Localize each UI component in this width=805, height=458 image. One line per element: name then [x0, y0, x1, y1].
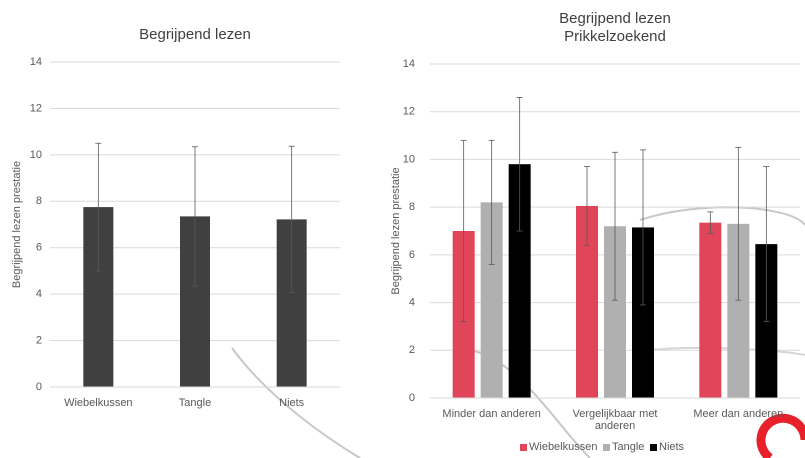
- legend-label: Niets: [659, 441, 685, 453]
- chart-title: Begrijpend lezen: [559, 10, 671, 27]
- legend-item: Wiebelkussen: [520, 441, 597, 453]
- legend-swatch: [603, 443, 610, 451]
- y-tick-label: 10: [30, 149, 42, 161]
- y-axis-label: Begrijpend lezen prestatie: [390, 167, 402, 294]
- y-tick-label: 8: [409, 201, 415, 213]
- x-tick-label: Niets: [279, 397, 305, 409]
- bar: [576, 205, 598, 398]
- y-axis-label: Begrijpend lezen prestatie: [11, 161, 23, 288]
- bar: [508, 164, 531, 398]
- y-tick-label: 14: [30, 56, 42, 68]
- y-tick-label: 4: [409, 296, 415, 308]
- chart-title: Begrijpend lezen: [139, 26, 251, 43]
- bar: [727, 223, 750, 398]
- y-tick-label: 12: [30, 102, 42, 114]
- y-tick-label: 2: [409, 344, 415, 356]
- y-tick-label: 12: [403, 106, 415, 118]
- y-tick-label: 0: [409, 392, 415, 404]
- legend-label: Tangle: [612, 441, 645, 453]
- chart-subtitle: Prikkelzoekend: [564, 28, 666, 45]
- y-tick-label: 0: [36, 381, 42, 393]
- x-tick-label: Meer dan anderen: [693, 408, 784, 420]
- logo: [756, 413, 805, 458]
- bar: [604, 226, 626, 398]
- legend-label: Wiebelkussen: [529, 441, 598, 453]
- x-tick-label: Wiebelkussen: [64, 397, 133, 409]
- decoration: [639, 206, 805, 226]
- x-tick-label: Tangle: [178, 397, 212, 409]
- y-tick-label: 14: [403, 58, 415, 70]
- y-tick-label: 6: [36, 242, 42, 254]
- decoration: [231, 347, 361, 458]
- y-tick-label: 10: [403, 153, 415, 165]
- bar: [699, 222, 722, 398]
- x-tick-label: Vergelijkbaar met anderen: [572, 408, 658, 432]
- bar: [632, 227, 654, 398]
- legend-swatch: [650, 443, 657, 451]
- y-tick-label: 8: [36, 195, 42, 207]
- y-tick-label: 6: [409, 249, 415, 261]
- y-tick-label: 2: [36, 334, 42, 346]
- legend-item: Niets: [650, 441, 684, 453]
- legend-item: Tangle: [603, 441, 644, 453]
- x-tick-label: Minder dan anderen: [442, 408, 541, 420]
- y-tick-label: 4: [36, 288, 42, 300]
- legend-swatch: [520, 443, 527, 451]
- bar: [480, 202, 503, 398]
